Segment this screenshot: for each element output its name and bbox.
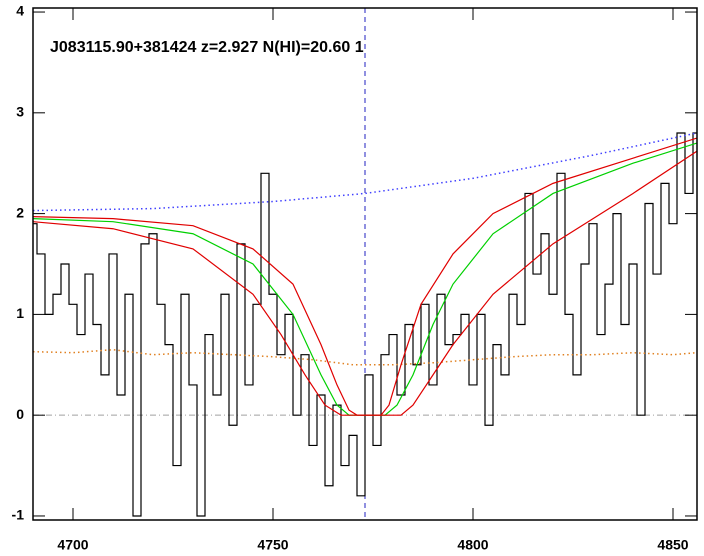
model-line — [33, 348, 697, 366]
chart-title: J083115.90+381424 z=2.927 N(HI)=20.60 1 — [50, 39, 364, 56]
y-tick-label: 4 — [16, 3, 24, 19]
y-tick-label: 0 — [16, 406, 24, 422]
x-tick-label: 4800 — [457, 537, 488, 553]
model-line — [33, 132, 697, 212]
plot-frame — [32, 7, 698, 521]
x-tick-label: 4750 — [257, 537, 288, 553]
y-tick-label: -1 — [12, 507, 25, 523]
y-tick-label: 3 — [16, 104, 24, 120]
y-tick-label: 2 — [16, 204, 24, 220]
x-tick-label: 4700 — [57, 537, 88, 553]
y-tick-label: 1 — [16, 305, 24, 321]
x-tick-label: 4850 — [657, 537, 688, 553]
flux-line — [33, 132, 697, 517]
model-line — [33, 150, 697, 416]
